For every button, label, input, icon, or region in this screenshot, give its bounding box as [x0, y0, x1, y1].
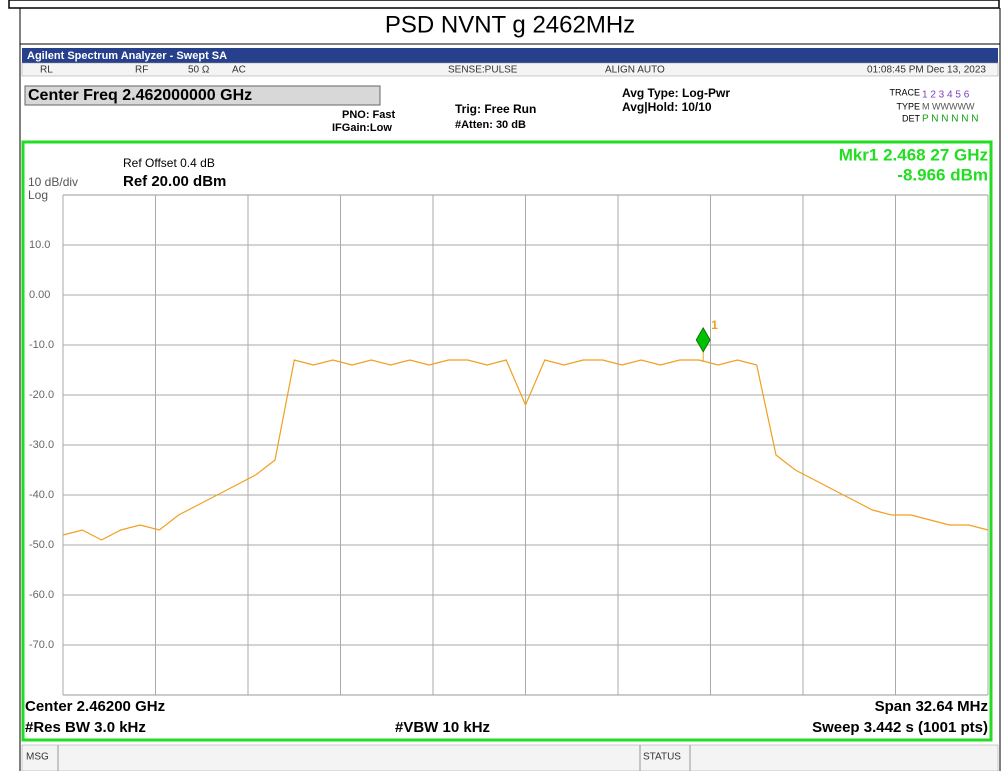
avg-type: Avg Type: Log-Pwr	[622, 86, 730, 100]
center-freq-box	[24, 85, 381, 106]
status: STATUS	[643, 752, 681, 763]
marker-label: 1	[711, 318, 718, 332]
res-bw: #Res BW 3.0 kHz	[25, 719, 146, 736]
trace	[62, 359, 989, 541]
trace-value: 1 2 3 4 5 6	[922, 90, 970, 101]
marker-freq: Mkr1 2.468 27 GHz	[839, 145, 988, 164]
y-tick-label: -60.0	[29, 589, 54, 601]
y-tick-label: -50.0	[29, 539, 54, 551]
y-tick-label: -10.0	[29, 339, 54, 351]
type-value: M WWWWW	[922, 101, 975, 111]
marker	[695, 327, 711, 353]
y-tick-label: -40.0	[29, 489, 54, 501]
type-label: TYPE	[896, 101, 920, 111]
rf: RF	[135, 65, 148, 76]
avg-hold: Avg|Hold: 10/10	[622, 100, 712, 114]
y-tick-label: 10.0	[29, 239, 50, 251]
msg: MSG	[26, 752, 49, 763]
ref-level: Ref 20.00 dBm	[123, 173, 226, 190]
clock: 01:08:45 PM Dec 13, 2023	[867, 65, 986, 76]
ifgain: IFGain:Low	[332, 122, 392, 134]
coupling: AC	[232, 65, 246, 76]
pno: PNO: Fast	[342, 109, 396, 121]
impedance: 50 Ω	[188, 65, 210, 76]
vbw: #VBW 10 kHz	[395, 719, 490, 736]
page-title: PSD NVNT g 2462MHz	[385, 11, 635, 38]
sense: SENSE:PULSE	[448, 65, 518, 76]
ref-offset: Ref Offset 0.4 dB	[123, 156, 215, 170]
y-tick-label: -70.0	[29, 639, 54, 651]
window-title: Agilent Spectrum Analyzer - Swept SA	[27, 50, 227, 62]
status-row	[21, 62, 999, 77]
rl: RL	[40, 65, 53, 76]
scale: 10 dB/div	[28, 175, 78, 189]
plot-frame	[21, 140, 993, 742]
atten: #Atten: 30 dB	[455, 119, 526, 131]
center: Center 2.46200 GHz	[25, 698, 165, 715]
trace-label: TRACE	[889, 87, 920, 97]
y-tick-label: 0.00	[29, 289, 50, 301]
center-freq: Center Freq 2.462000000 GHz	[28, 87, 252, 104]
det-label: DET	[902, 113, 921, 123]
title-bar	[22, 48, 998, 63]
y-tick-label: -20.0	[29, 389, 54, 401]
log: Log	[28, 188, 48, 202]
span: Span 32.64 MHz	[875, 698, 988, 715]
align: ALIGN AUTO	[605, 65, 665, 76]
sweep: Sweep 3.442 s (1001 pts)	[812, 719, 988, 736]
det-value: P N N N N N	[922, 114, 979, 125]
top-table-row	[8, 0, 1000, 9]
y-tick-label: -30.0	[29, 439, 54, 451]
marker-level: -8.966 dBm	[897, 165, 988, 184]
status-bar	[21, 744, 999, 771]
trig: Trig: Free Run	[455, 102, 536, 116]
